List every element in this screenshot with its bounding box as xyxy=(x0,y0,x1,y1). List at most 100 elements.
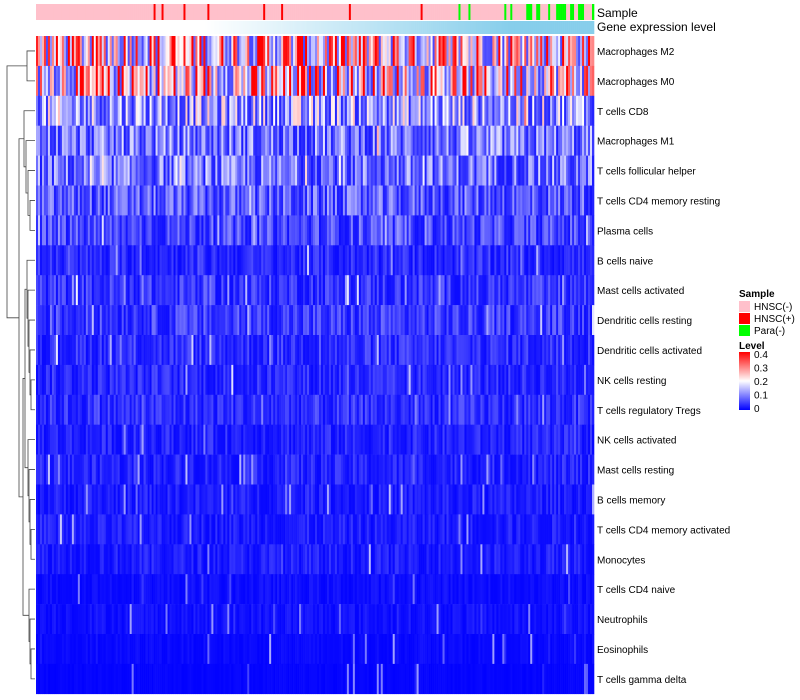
heatmap-cell xyxy=(412,155,415,186)
heatmap-cell xyxy=(111,424,115,455)
heatmap-cell xyxy=(159,125,162,156)
heatmap-cell xyxy=(189,125,192,156)
heatmap-cell xyxy=(386,394,390,425)
heatmap-cell xyxy=(189,454,192,485)
heatmap-cell xyxy=(277,155,280,186)
heatmap-cell xyxy=(63,245,67,276)
heatmap-cell xyxy=(165,364,168,396)
heatmap-cell xyxy=(223,155,226,186)
heatmap-cell xyxy=(462,245,465,276)
heatmap-cell xyxy=(173,95,176,126)
heatmap-cell xyxy=(342,305,346,336)
heatmap-cell xyxy=(542,454,545,485)
heatmap-cell xyxy=(496,125,499,156)
gene-expression-annotation-cell xyxy=(508,21,511,34)
heatmap-cell xyxy=(428,424,431,455)
heatmap-cell xyxy=(57,484,61,515)
heatmap-cell xyxy=(109,484,113,515)
heatmap-cell xyxy=(320,125,324,156)
heatmap-cell xyxy=(283,454,286,485)
heatmap-cell xyxy=(380,95,384,126)
heatmap-cell xyxy=(155,125,158,156)
heatmap-cell xyxy=(197,215,200,246)
heatmap-cell xyxy=(65,95,69,126)
heatmap-cell xyxy=(271,215,274,246)
heatmap-cell xyxy=(79,484,83,515)
heatmap-cell xyxy=(101,424,105,455)
heatmap-cell xyxy=(516,275,519,306)
heatmap-cell xyxy=(370,484,374,515)
heatmap-cell xyxy=(346,36,350,67)
heatmap-cell xyxy=(446,454,449,485)
heatmap-cell xyxy=(91,155,95,186)
heatmap-cell xyxy=(412,335,415,366)
heatmap-cell xyxy=(526,215,529,246)
heatmap-cell xyxy=(65,305,69,336)
heatmap-cell xyxy=(273,364,276,396)
heatmap-cell xyxy=(47,275,51,306)
heatmap-cell xyxy=(65,364,69,396)
heatmap-cell xyxy=(217,95,220,126)
sample-annotation-cell xyxy=(165,4,168,20)
sample-annotation-cell xyxy=(448,4,451,20)
heatmap-cell xyxy=(450,125,453,156)
gene-expression-annotation-cell xyxy=(336,21,340,34)
heatmap-cell xyxy=(392,155,396,186)
gene-expression-annotation-cell xyxy=(123,21,126,34)
heatmap-cell xyxy=(203,305,206,336)
heatmap-cell xyxy=(101,65,105,97)
heatmap-cell xyxy=(251,424,254,455)
heatmap-cell xyxy=(251,364,254,396)
heatmap-cell xyxy=(127,185,130,216)
heatmap-row xyxy=(36,155,595,186)
heatmap-cell xyxy=(177,394,180,425)
heatmap-cell xyxy=(424,424,427,455)
heatmap-cell xyxy=(530,275,533,306)
heatmap-cell xyxy=(480,305,483,336)
heatmap-cell xyxy=(338,185,342,216)
heatmap-cell xyxy=(295,305,298,336)
heatmap-cell xyxy=(456,275,459,306)
heatmap-cell xyxy=(568,245,571,276)
heatmap-cell xyxy=(183,394,186,425)
heatmap-cell xyxy=(211,484,214,515)
heatmap-cell xyxy=(241,155,244,186)
heatmap-cell xyxy=(458,484,461,515)
heatmap-cell xyxy=(115,215,119,246)
heatmap-cell xyxy=(488,335,491,366)
heatmap-cell xyxy=(195,245,198,276)
sample-annotation-cell xyxy=(434,4,437,20)
heatmap-cell xyxy=(380,36,384,67)
heatmap-cell xyxy=(500,424,503,455)
heatmap-cell xyxy=(460,125,463,156)
heatmap-cell xyxy=(478,185,481,216)
heatmap-cell xyxy=(480,185,483,216)
heatmap-cell xyxy=(47,36,51,67)
heatmap-cell xyxy=(219,364,222,396)
heatmap-cell xyxy=(372,275,376,306)
heatmap-cell xyxy=(492,394,495,425)
heatmap-cell xyxy=(316,364,320,396)
heatmap-cell xyxy=(299,364,302,396)
heatmap-cell xyxy=(223,424,226,455)
heatmap-cell xyxy=(410,305,413,336)
heatmap-cell xyxy=(536,364,539,396)
heatmap-cell xyxy=(159,245,162,276)
heatmap-cell xyxy=(408,65,411,97)
heatmap-cell xyxy=(470,245,473,276)
heatmap-cell xyxy=(416,275,419,306)
heatmap-cell xyxy=(237,155,240,186)
heatmap-cell xyxy=(446,95,449,126)
heatmap-cell xyxy=(454,484,457,515)
heatmap-cell xyxy=(147,65,150,97)
heatmap-cell xyxy=(133,484,136,515)
heatmap-cell xyxy=(524,335,527,366)
heatmap-cell xyxy=(550,275,553,306)
heatmap-cell xyxy=(145,305,148,336)
heatmap-cell xyxy=(73,364,77,396)
heatmap-cell xyxy=(303,484,306,515)
heatmap-cell xyxy=(386,364,390,396)
heatmap-cell xyxy=(432,95,435,126)
heatmap-cell xyxy=(514,36,517,67)
heatmap-cell xyxy=(215,424,218,455)
